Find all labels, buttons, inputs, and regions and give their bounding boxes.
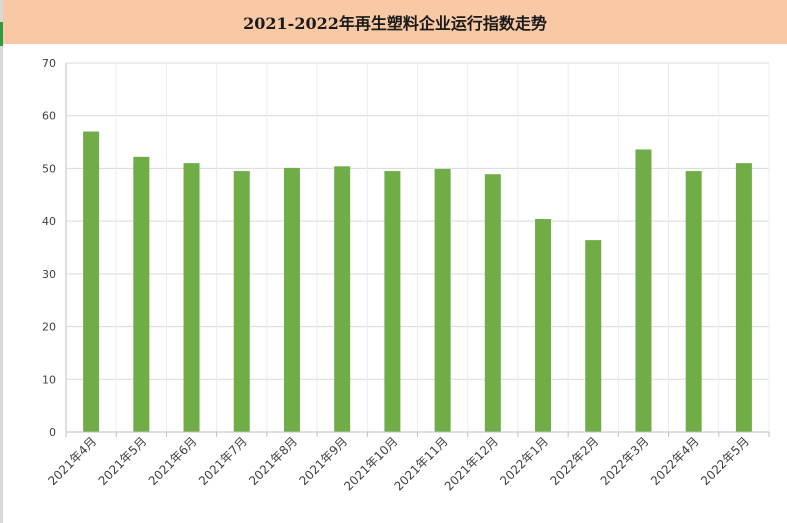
x-tick-label: 2021年4月 bbox=[45, 434, 99, 488]
y-tick-label: 40 bbox=[42, 215, 56, 228]
y-tick-label: 20 bbox=[42, 321, 56, 334]
x-axis: 2021年4月2021年5月2021年6月2021年7月2021年8月2021年… bbox=[45, 431, 770, 493]
y-tick-label: 50 bbox=[42, 162, 56, 175]
bar bbox=[585, 240, 602, 432]
x-tick-label: 2021年5月 bbox=[96, 434, 150, 488]
chart-title: 2021-2022年再生塑料企业运行指数走势 bbox=[3, 0, 787, 44]
x-tick-label: 2022年1月 bbox=[497, 434, 551, 488]
selection-indicator bbox=[0, 22, 3, 46]
bar bbox=[334, 166, 351, 432]
y-axis: 0 10 20 30 40 50 60 70 bbox=[42, 57, 67, 439]
x-tick-label: 2021年8月 bbox=[246, 434, 300, 488]
x-tick-label: 2021年6月 bbox=[146, 434, 200, 488]
bar bbox=[535, 219, 552, 432]
gridlines bbox=[65, 62, 770, 433]
bar bbox=[735, 163, 752, 432]
y-tick-label: 0 bbox=[49, 426, 56, 439]
bar bbox=[283, 167, 300, 432]
bars bbox=[83, 131, 752, 433]
bar bbox=[685, 171, 702, 433]
y-tick-label: 10 bbox=[42, 373, 56, 386]
bar bbox=[133, 156, 150, 432]
bar bbox=[233, 171, 250, 433]
bar bbox=[434, 168, 451, 432]
x-tick-label: 2021年9月 bbox=[296, 434, 350, 488]
x-tick-label: 2022年2月 bbox=[547, 434, 601, 488]
y-tick-label: 30 bbox=[42, 268, 56, 281]
bar bbox=[183, 163, 200, 432]
x-tick-label: 2021年12月 bbox=[442, 434, 501, 493]
x-tick-label: 2021年7月 bbox=[196, 434, 250, 488]
bar bbox=[484, 174, 501, 432]
bar bbox=[384, 171, 401, 433]
x-tick-label: 2022年5月 bbox=[698, 434, 752, 488]
y-tick-label: 60 bbox=[42, 110, 56, 123]
x-tick-label: 2022年3月 bbox=[598, 434, 652, 488]
bar bbox=[83, 131, 100, 432]
bar bbox=[635, 149, 652, 433]
x-tick-label: 2022年4月 bbox=[648, 434, 702, 488]
sheet-edge bbox=[0, 0, 3, 523]
y-tick-label: 70 bbox=[42, 57, 56, 70]
